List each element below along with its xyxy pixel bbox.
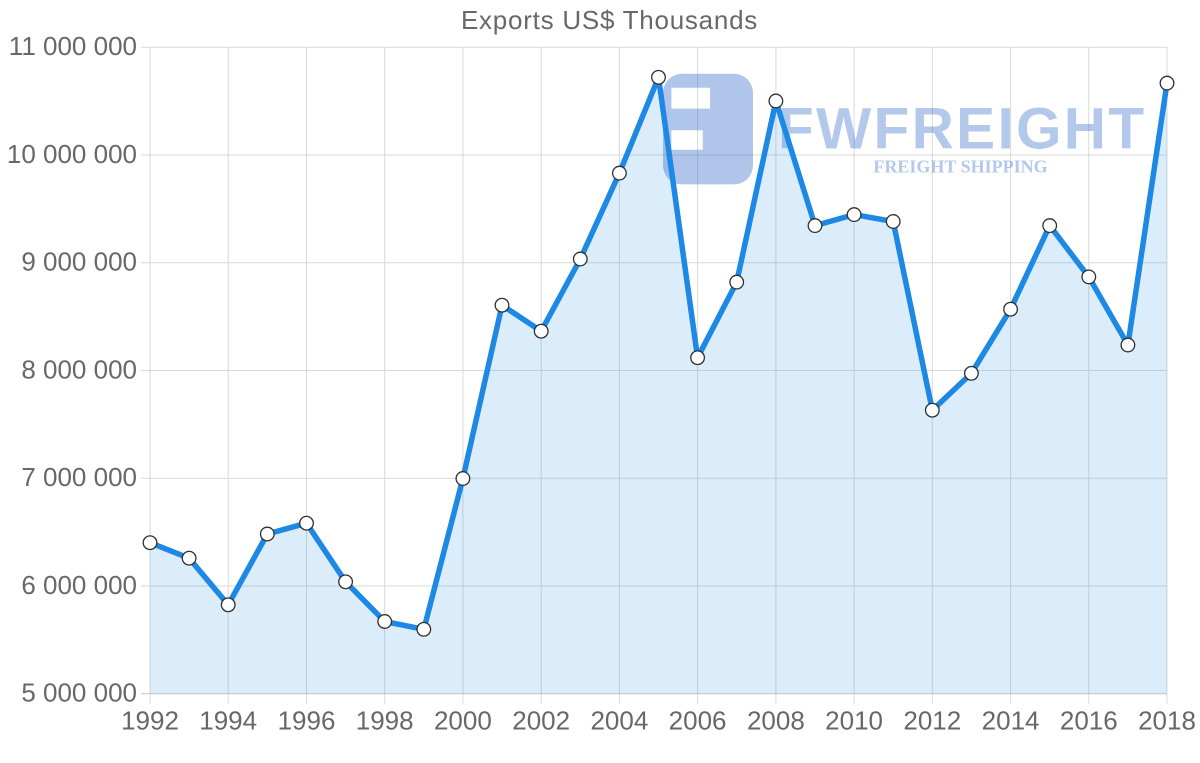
svg-text:10 000 000: 10 000 000	[7, 139, 137, 169]
svg-text:11 000 000: 11 000 000	[9, 31, 137, 61]
svg-text:2016: 2016	[1060, 706, 1118, 736]
svg-text:2006: 2006	[669, 706, 727, 736]
svg-text:2002: 2002	[512, 706, 570, 736]
svg-text:Exports US$ Thousands: Exports US$ Thousands	[461, 5, 758, 35]
svg-text:1992: 1992	[121, 706, 179, 736]
svg-text:1996: 1996	[278, 706, 336, 736]
svg-text:9 000 000: 9 000 000	[21, 247, 137, 277]
svg-text:8 000 000: 8 000 000	[21, 354, 137, 384]
svg-text:2010: 2010	[825, 706, 883, 736]
svg-text:2018: 2018	[1138, 706, 1196, 736]
svg-text:2014: 2014	[982, 706, 1040, 736]
svg-text:2000: 2000	[434, 706, 492, 736]
svg-text:5 000 000: 5 000 000	[21, 678, 137, 708]
svg-text:1998: 1998	[356, 706, 414, 736]
svg-text:7 000 000: 7 000 000	[21, 462, 137, 492]
svg-text:FREIGHT SHIPPING: FREIGHT SHIPPING	[873, 157, 1047, 177]
svg-text:1994: 1994	[199, 706, 257, 736]
svg-text:2012: 2012	[903, 706, 961, 736]
svg-text:2004: 2004	[590, 706, 648, 736]
svg-text:6 000 000: 6 000 000	[21, 570, 137, 600]
svg-text:FWFREIGHT: FWFREIGHT	[778, 96, 1146, 161]
svg-text:2008: 2008	[747, 706, 805, 736]
